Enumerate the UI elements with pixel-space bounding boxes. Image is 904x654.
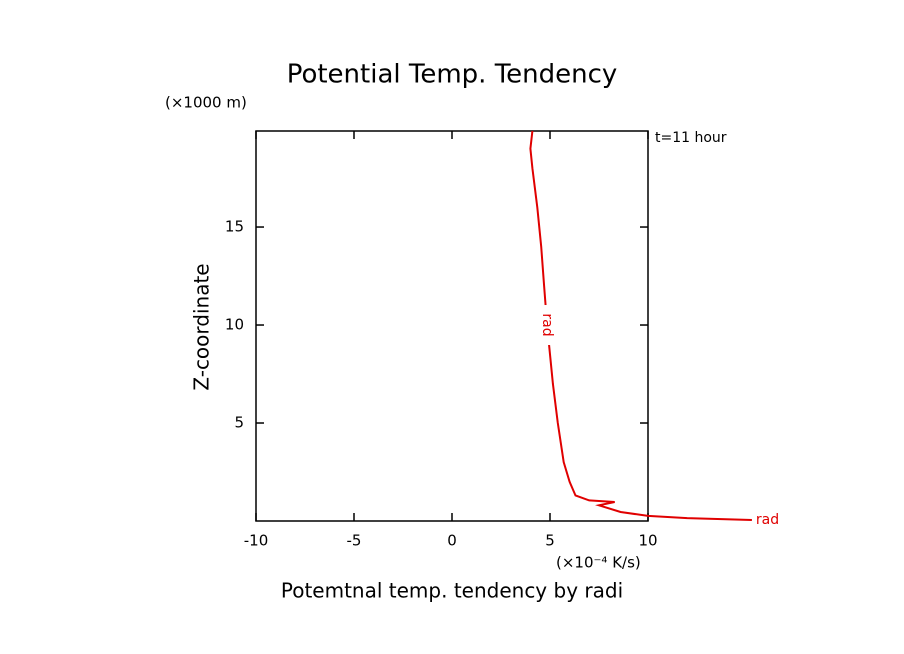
- y-tick-label: 5: [234, 414, 244, 432]
- x-tick-label: 10: [638, 532, 657, 550]
- x-tick-label: 5: [545, 532, 555, 550]
- time-annotation: t=11 hour: [655, 130, 727, 146]
- y-axis-label: Z-coordinate: [190, 263, 214, 390]
- series-label: rad: [539, 313, 555, 336]
- x-axis-label: Potemtnal temp. tendency by radi: [281, 579, 623, 603]
- series-end-label: rad: [756, 512, 779, 528]
- x-tick-label: 0: [447, 532, 457, 550]
- plot-frame: [255, 130, 649, 522]
- y-unit: (×1000 m): [165, 94, 247, 112]
- y-tick-label: 15: [225, 218, 244, 236]
- x-tick-label: -5: [347, 532, 362, 550]
- label-gap: [539, 305, 556, 346]
- x-tick-label: -10: [244, 532, 269, 550]
- end-label-group: rad: [756, 512, 779, 528]
- x-unit: (×10⁻⁴ K/s): [556, 554, 641, 572]
- y-tick-label: 10: [225, 316, 244, 334]
- chart-title: Potential Temp. Tendency: [287, 60, 618, 90]
- data-line: [529, 130, 752, 521]
